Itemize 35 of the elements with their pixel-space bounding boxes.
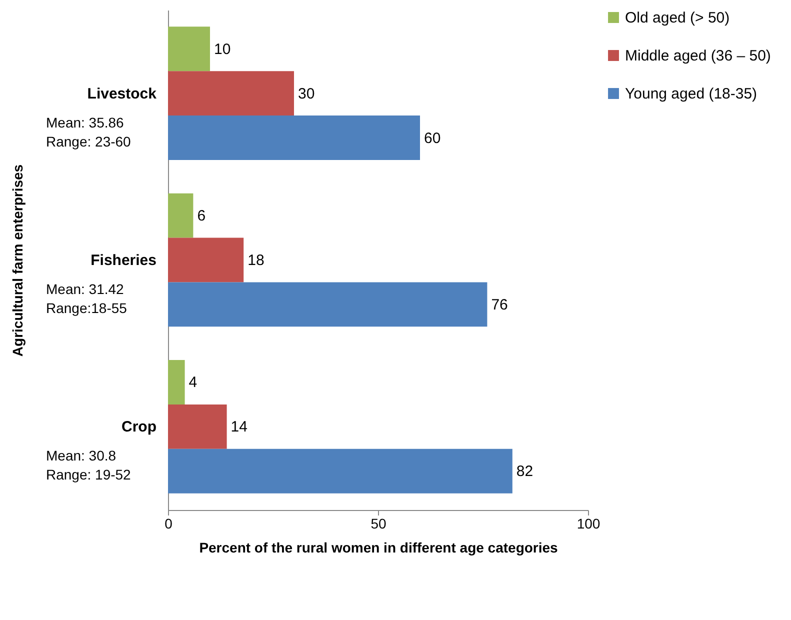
bar xyxy=(168,448,512,494)
bar xyxy=(168,282,488,327)
data-label: 82 xyxy=(516,463,534,480)
bar xyxy=(168,26,210,72)
x-tick-label: 0 xyxy=(164,516,173,532)
text: Mean: 30.8 xyxy=(46,448,116,464)
text: Range: 23-60 xyxy=(46,133,132,150)
legend-label: Old aged (> 50) xyxy=(625,10,730,26)
text: Range: 19-52 xyxy=(46,466,132,483)
text: Range:18-55 xyxy=(46,300,128,316)
bar xyxy=(168,360,185,404)
data-label: 4 xyxy=(188,374,198,392)
text: Mean: 35.86 xyxy=(46,114,124,130)
bar xyxy=(168,71,294,116)
legend-label: Middle aged (36 – 50) xyxy=(625,48,771,64)
y-axis-title: Agricultural farm enterprises xyxy=(9,164,26,357)
bar xyxy=(168,116,420,160)
data-label: 10 xyxy=(214,40,231,58)
data-label: 14 xyxy=(230,418,248,436)
y-tick-label: Livestock xyxy=(87,85,158,102)
text: Mean: 31.42 xyxy=(46,281,124,297)
x-tick-label: 50 xyxy=(370,516,386,532)
y-tick-label: Crop xyxy=(122,418,156,436)
data-label: 60 xyxy=(424,130,441,147)
data-label: 18 xyxy=(248,252,264,269)
data-label: 6 xyxy=(197,208,206,225)
bar xyxy=(168,193,194,238)
data-label: 30 xyxy=(298,85,315,102)
data-label: 76 xyxy=(491,296,508,314)
bar xyxy=(168,404,227,449)
bar xyxy=(168,238,244,282)
y-tick-label: Fisheries xyxy=(90,252,156,269)
x-axis-title: Percent of the rural women in different age categories xyxy=(199,540,558,556)
legend-label: Young aged (18-35) xyxy=(625,86,758,102)
x-tick-label: 100 xyxy=(576,516,600,532)
